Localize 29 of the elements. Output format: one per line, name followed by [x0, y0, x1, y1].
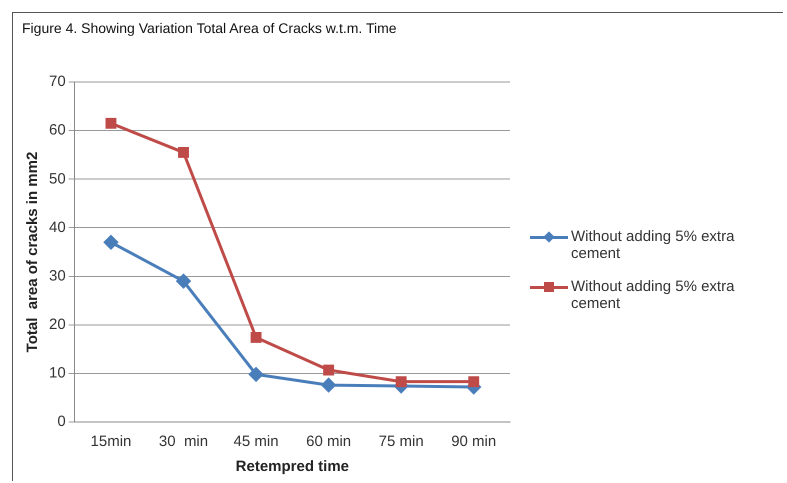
- point: [106, 118, 116, 129]
- point: [176, 274, 192, 289]
- y-tick-label: 70: [48, 73, 66, 90]
- legend-label: Without adding 5% extra cement: [571, 228, 736, 262]
- x-tick-label: 90 min: [451, 433, 496, 450]
- point: [178, 146, 189, 158]
- chart-title: Figure 4. Showing Variation Total Area of Cracks w.t.m. Time: [22, 20, 397, 36]
- point: [396, 376, 407, 388]
- x-tick-label: 60 min: [306, 433, 352, 450]
- point: [321, 378, 336, 393]
- point: [248, 366, 264, 382]
- y-tick-label: 60: [48, 122, 66, 139]
- y-tick-label: 10: [48, 364, 66, 382]
- y-tick-label: 50: [48, 170, 66, 188]
- y-tick-label: 40: [48, 218, 66, 236]
- legend-label: Without adding 5% extra cement: [571, 278, 736, 312]
- x-tick-label: 30 min: [158, 433, 208, 450]
- x-tick-label: 45 min: [234, 433, 279, 450]
- point: [250, 332, 262, 343]
- point: [103, 234, 118, 250]
- y-tick-label: 0: [57, 413, 66, 430]
- x-tick-label: 75 min: [378, 433, 424, 450]
- point: [323, 364, 334, 376]
- y-tick-label: 30: [48, 267, 66, 284]
- point: [468, 376, 480, 388]
- y-axis-title: Total area of cracks in mm2: [24, 152, 42, 352]
- x-tick-label: 15min: [90, 433, 132, 450]
- x-axis-title: Retempred time: [236, 458, 350, 476]
- y-tick-label: 20: [48, 316, 66, 333]
